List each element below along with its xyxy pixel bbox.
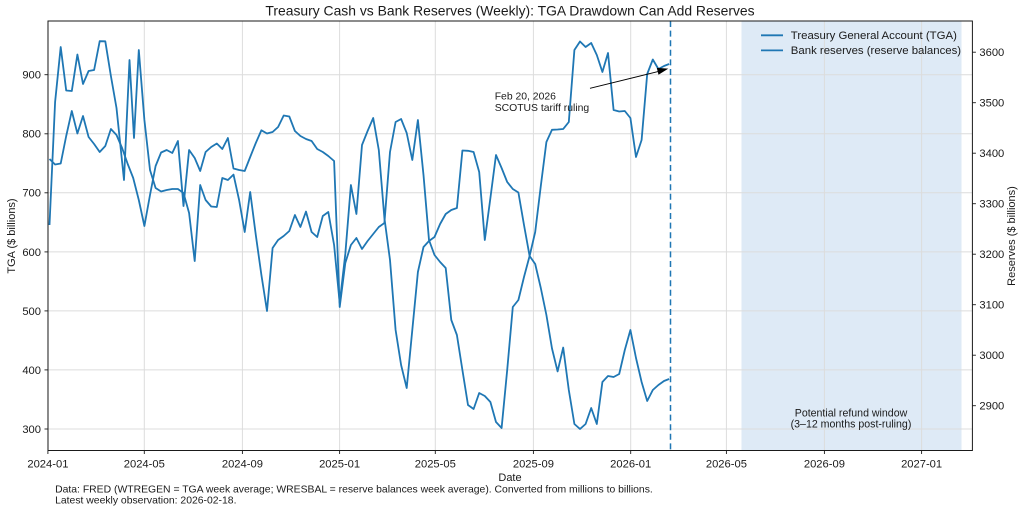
svg-text:800: 800 [22, 129, 41, 141]
svg-text:400: 400 [22, 365, 41, 377]
svg-text:2025-01: 2025-01 [319, 459, 360, 471]
svg-text:3600: 3600 [979, 47, 1004, 59]
svg-text:Treasury Cash vs Bank Reserves: Treasury Cash vs Bank Reserves (Weekly):… [265, 3, 754, 19]
svg-text:3300: 3300 [979, 199, 1004, 211]
svg-text:2026-01: 2026-01 [610, 459, 651, 471]
svg-text:Potential refund window: Potential refund window [795, 408, 908, 420]
svg-text:Treasury General Account (TGA): Treasury General Account (TGA) [791, 30, 957, 42]
svg-text:3000: 3000 [979, 350, 1004, 362]
svg-text:SCOTUS tariff ruling: SCOTUS tariff ruling [495, 103, 590, 114]
svg-text:700: 700 [22, 188, 41, 200]
svg-text:Reserves ($ billions): Reserves ($ billions) [1006, 186, 1018, 286]
svg-text:3500: 3500 [979, 98, 1004, 110]
svg-text:2025-09: 2025-09 [513, 459, 554, 471]
svg-text:500: 500 [22, 306, 41, 318]
svg-text:2026-09: 2026-09 [804, 459, 845, 471]
svg-text:2024-05: 2024-05 [124, 459, 165, 471]
svg-text:Date: Date [498, 472, 521, 484]
svg-text:2027-01: 2027-01 [901, 459, 942, 471]
svg-text:Bank reserves (reserve balance: Bank reserves (reserve balances) [791, 45, 962, 57]
svg-text:TGA ($ billions): TGA ($ billions) [6, 198, 18, 273]
svg-text:Feb 20, 2026: Feb 20, 2026 [495, 92, 556, 103]
svg-text:300: 300 [22, 424, 41, 436]
svg-text:Latest weekly observation: 202: Latest weekly observation: 2026-02-18. [55, 495, 236, 506]
svg-text:2024-01: 2024-01 [27, 459, 68, 471]
svg-text:3200: 3200 [979, 249, 1004, 261]
svg-text:2900: 2900 [979, 401, 1004, 413]
svg-text:600: 600 [22, 247, 41, 259]
svg-text:900: 900 [22, 70, 41, 82]
svg-text:2025-05: 2025-05 [415, 459, 456, 471]
svg-text:2024-09: 2024-09 [222, 459, 263, 471]
svg-text:3100: 3100 [979, 300, 1004, 312]
svg-text:3400: 3400 [979, 148, 1004, 160]
svg-text:Data: FRED (WTREGEN = TGA week: Data: FRED (WTREGEN = TGA week average; … [55, 485, 653, 496]
svg-text:2026-05: 2026-05 [706, 459, 747, 471]
svg-text:(3–12 months post-ruling): (3–12 months post-ruling) [791, 419, 912, 431]
